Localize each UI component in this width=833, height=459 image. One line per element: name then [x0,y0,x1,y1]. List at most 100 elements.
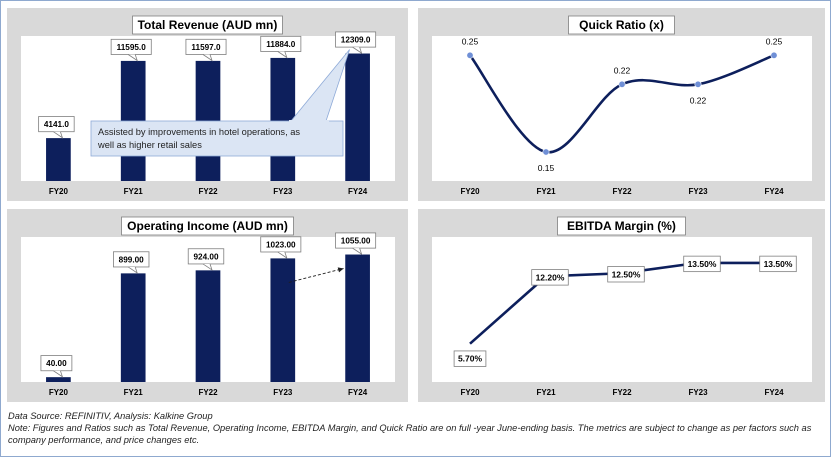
quick-plot-area [432,36,812,181]
chart-total-revenue: Total Revenue (AUD mn) FY20 FY21 FY22 FY23 FY… [21,15,395,196]
opinc-bar-fy20 [46,377,71,382]
revenue-bar-fy24 [345,53,370,181]
quick-point-fy22 [618,80,626,88]
ebitda-data-label-fy22-box [607,266,645,283]
ebitda-x-tick-fy23: FY23 [688,388,708,397]
quick-x-tick-fy20: FY20 [460,187,480,196]
revenue-data-label-fy21: 11595.0 [117,43,147,52]
ebitda-data-label-fy23-box [683,255,721,273]
ebitda-data-label-fy22: 12.50% [612,269,641,279]
revenue-data-label-fy24-pointer [352,46,363,55]
opinc-bar-fy22 [195,270,221,382]
data-source-text: Data Source: REFINITIV, Analysis: Kalkin… [8,411,213,421]
quick-x-tick-fy22: FY22 [612,187,632,196]
opinc-data-label-fy22: 924.00 [193,252,218,261]
revenue-annotation-line-2: well as higher retail sales [97,140,202,150]
opinc-trend-arrow-head [337,267,344,273]
revenue-data-label-fy20: 4141.0 [44,120,69,129]
opinc-data-label-fy21-box [113,251,150,268]
opinc-data-label-fy21-pointer [127,266,138,274]
ebitda-data-label-fy20: 5.70% [458,354,483,364]
opinc-bar-fy23 [270,258,296,382]
revenue-data-label-fy20-pointer [53,131,64,139]
revenue-x-tick-fy22: FY22 [198,187,218,196]
quick-x-tick-fy24: FY24 [764,187,784,196]
footer: Data Source: REFINITIV, Analysis: Kalkin… [8,410,823,446]
revenue-data-label-fy22-pointer [202,54,213,62]
quick-x-tick-fy21: FY21 [536,187,556,196]
opinc-data-label-fy24-pointer [352,247,363,256]
opinc-bar-fy24 [345,254,370,382]
opinc-data-label-fy23-pointer [277,251,288,259]
revenue-bar-fy23 [270,57,296,182]
quick-point-fy24 [770,51,778,59]
ebitda-title: EBITDA Margin (%) [567,219,676,233]
opinc-x-tick-fy23: FY23 [273,388,293,397]
revenue-x-tick-fy20: FY20 [49,187,69,196]
chart-ebitda-margin: EBITDA Margin (%) FY20 FY21 FY22 FY23 FY24 5.7… [432,216,812,397]
ebitda-x-tick-fy21: FY21 [536,388,556,397]
opinc-data-label-fy24: 1055.00 [341,236,371,245]
opinc-data-label-fy20-pointer [53,370,64,378]
opinc-x-tick-fy24: FY24 [348,388,368,397]
opinc-data-label-fy23: 1023.00 [266,240,296,249]
quick-data-label-fy22: 0.22 [614,65,631,75]
revenue-x-tick-fy24: FY24 [348,187,368,196]
revenue-annotation-line-1: Assisted by improvements in hotel operat… [98,127,300,137]
quick-series-line [468,54,775,154]
quick-title-box [568,15,675,35]
revenue-annotation-box [90,120,344,157]
ebitda-x-tick-fy22: FY22 [612,388,632,397]
ebitda-data-label-fy21: 12.20% [536,272,565,282]
quick-data-label-fy23: 0.22 [690,95,707,105]
ebitda-x-tick-fy20: FY20 [460,388,480,397]
panel-operating-income: Operating Income (AUD mn) FY20 FY21 FY22 FY2… [7,209,408,402]
chart-quick-ratio: Quick Ratio (x) FY20 FY21 FY22 FY23 FY24 0.25 0… [432,15,812,196]
quick-point-fy20 [466,51,474,59]
revenue-title-box [132,15,283,35]
opinc-data-label-fy21: 899.00 [119,255,144,264]
ebitda-x-tick-fy24: FY24 [764,388,784,397]
quick-point-fy21 [542,148,550,156]
revenue-title: Total Revenue (AUD mn) [138,18,278,32]
opinc-x-tick-fy20: FY20 [49,388,69,397]
note-text: Note: Figures and Ratios such as Total R… [8,423,812,445]
chart-operating-income: Operating Income (AUD mn) FY20 FY21 FY22 FY2… [21,216,395,397]
quick-x-tick-fy23: FY23 [688,187,708,196]
opinc-bar-fy21 [120,273,146,382]
opinc-title: Operating Income (AUD mn) [127,219,288,233]
panel-quick-ratio: Quick Ratio (x) FY20 FY21 FY22 FY23 FY24 0.25 0… [418,8,825,201]
opinc-data-label-fy22-pointer [202,263,213,271]
revenue-x-tick-fy23: FY23 [273,187,293,196]
revenue-data-label-fy23: 11884.0 [266,40,296,49]
revenue-x-tick-fy21: FY21 [124,187,144,196]
quick-title: Quick Ratio (x) [579,18,664,32]
revenue-data-label-fy21-pointer [127,54,138,62]
revenue-bar-fy20 [46,138,71,181]
ebitda-data-label-fy24: 13.50% [764,259,793,269]
quick-point-fy23 [694,80,702,88]
revenue-data-label-fy22: 11597.0 [191,43,221,52]
quick-data-label-fy21: 0.15 [538,163,555,173]
revenue-annotation-joint [289,120,329,122]
opinc-trend-arrow-line [288,268,344,283]
revenue-annotation-pointer [290,49,350,122]
quick-data-label-fy24: 0.25 [766,36,783,46]
opinc-x-tick-fy22: FY22 [198,388,218,397]
revenue-data-label-fy24: 12309.0 [341,35,371,44]
opinc-data-label-fy20: 40.00 [46,359,67,368]
ebitda-data-label-fy20-box [453,350,487,367]
ebitda-data-label-fy24-box [759,255,797,273]
opinc-title-box [121,216,294,236]
quick-data-label-fy20: 0.25 [462,36,479,46]
revenue-data-label-fy23-pointer [277,51,288,59]
ebitda-plot-area [432,237,812,382]
ebitda-title-box [557,216,686,236]
ebitda-data-label-fy23: 13.50% [688,259,717,269]
panel-ebitda-margin: EBITDA Margin (%) FY20 FY21 FY22 FY23 FY24 5.7… [418,209,825,402]
revenue-data-label-fy20-box [38,116,75,133]
panel-total-revenue: Total Revenue (AUD mn) FY20 FY21 FY22 FY23 FY… [7,8,408,201]
ebitda-data-label-fy21-box [531,269,569,286]
opinc-x-tick-fy21: FY21 [124,388,144,397]
